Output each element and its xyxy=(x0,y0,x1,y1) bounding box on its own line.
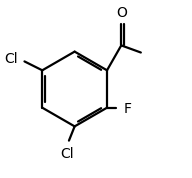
Text: F: F xyxy=(124,102,132,116)
Text: Cl: Cl xyxy=(61,147,74,161)
Text: Cl: Cl xyxy=(5,52,18,66)
Text: O: O xyxy=(117,6,127,20)
